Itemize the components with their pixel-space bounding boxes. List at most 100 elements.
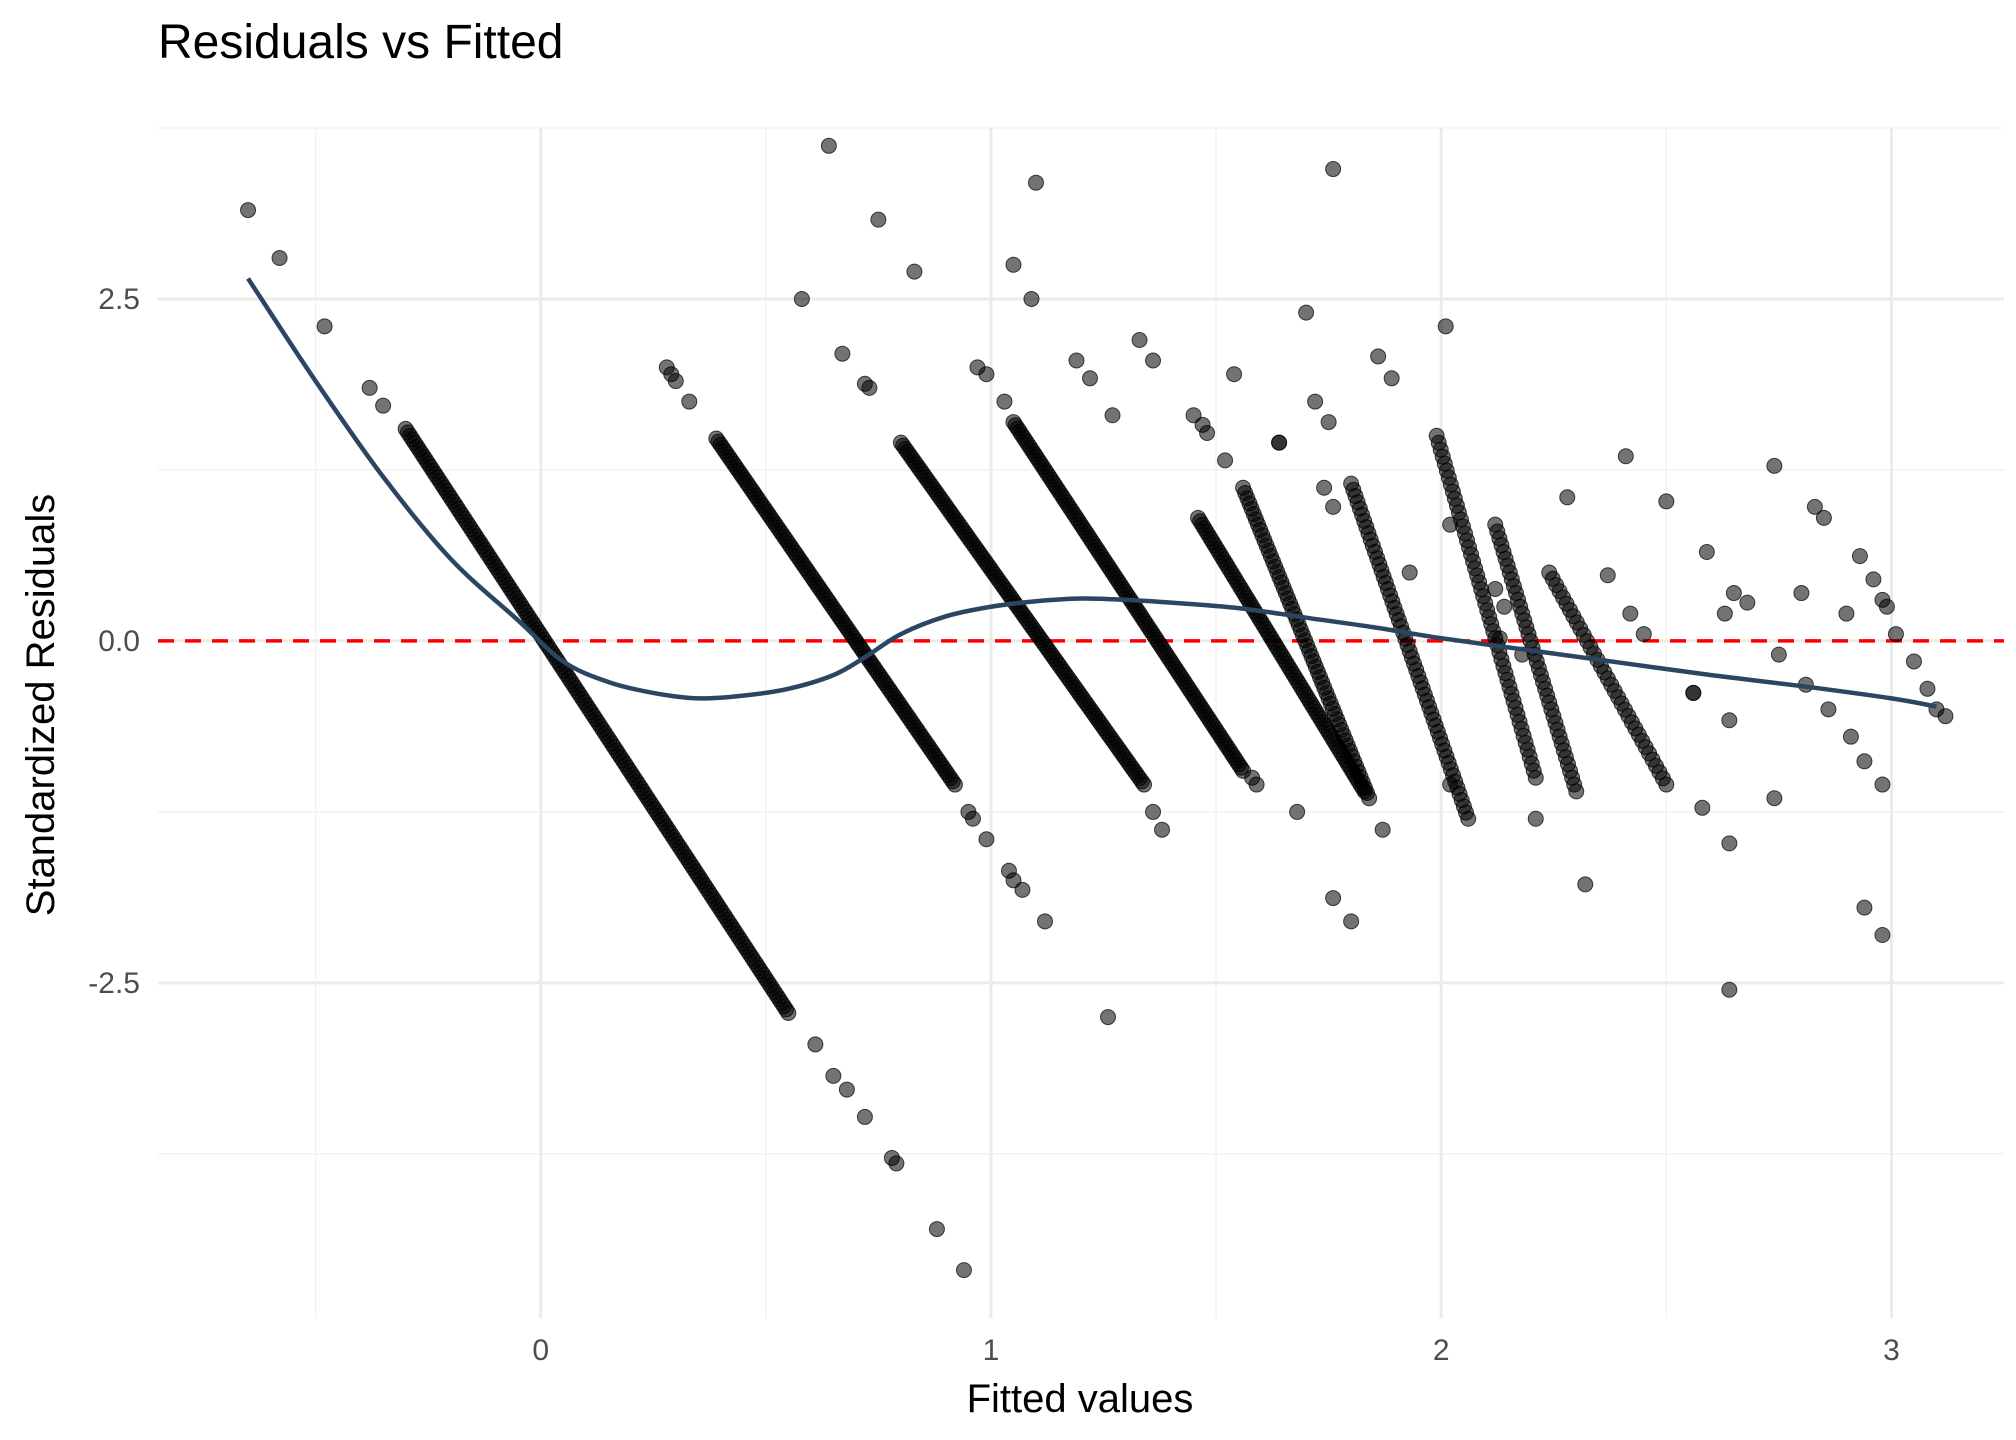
x-tick-label: 2 bbox=[1433, 1334, 1450, 1367]
residual-point bbox=[1622, 605, 1639, 622]
x-axis-ticks: 0 1 2 3 bbox=[532, 1334, 1899, 1367]
residual-point bbox=[1815, 509, 1832, 526]
residual-point bbox=[1383, 370, 1400, 387]
residual-point bbox=[1739, 594, 1756, 611]
residual-point bbox=[1082, 370, 1099, 387]
smooth-trend-line bbox=[246, 277, 1937, 709]
residual-point bbox=[1437, 318, 1454, 335]
residual-point bbox=[1527, 769, 1544, 786]
residual-point bbox=[1036, 913, 1053, 930]
residual-point bbox=[240, 202, 257, 219]
residual-point bbox=[1325, 890, 1342, 907]
residual-point bbox=[1271, 434, 1288, 451]
residual-point bbox=[667, 373, 684, 390]
residual-point bbox=[1851, 548, 1868, 565]
residual-point bbox=[1568, 783, 1585, 800]
residual-point bbox=[1658, 493, 1675, 510]
residual-point bbox=[1559, 489, 1576, 506]
residual-point bbox=[271, 249, 288, 266]
residual-point bbox=[1217, 452, 1234, 469]
residual-point bbox=[861, 379, 878, 396]
residual-point bbox=[1793, 585, 1810, 602]
x-tick-label: 0 bbox=[532, 1334, 549, 1367]
x-tick-label: 1 bbox=[983, 1334, 1000, 1367]
residual-point bbox=[1487, 580, 1504, 597]
x-axis-title: Fitted values bbox=[967, 1377, 1194, 1421]
residual-point bbox=[1316, 479, 1333, 496]
residual-point bbox=[1820, 701, 1837, 718]
residual-point bbox=[1248, 776, 1265, 793]
residual-point bbox=[856, 1108, 873, 1125]
residual-point bbox=[1694, 799, 1711, 816]
residual-point bbox=[780, 1004, 797, 1021]
residual-point bbox=[1716, 605, 1733, 622]
residual-point bbox=[820, 137, 837, 154]
residual-point bbox=[1401, 564, 1418, 581]
residual-point bbox=[1068, 352, 1085, 369]
residual-point bbox=[1527, 810, 1544, 827]
residual-point bbox=[1842, 728, 1859, 745]
residual-point bbox=[1865, 571, 1882, 588]
residual-point bbox=[1937, 708, 1954, 725]
residual-point bbox=[1199, 425, 1216, 442]
residual-point bbox=[1145, 803, 1162, 820]
residual-point bbox=[1725, 585, 1742, 602]
residual-point bbox=[807, 1036, 824, 1053]
residual-point bbox=[906, 263, 923, 280]
residual-point bbox=[1698, 544, 1715, 561]
residual-point bbox=[375, 397, 392, 414]
residual-point bbox=[1136, 776, 1153, 793]
chart-title: Residuals vs Fitted bbox=[158, 16, 564, 69]
residual-point bbox=[1806, 498, 1823, 515]
residual-point bbox=[1460, 810, 1477, 827]
y-axis-ticks: -2.5 0.0 2.5 bbox=[88, 283, 140, 1000]
residual-point bbox=[1838, 605, 1855, 622]
residual-point bbox=[1919, 680, 1936, 697]
residual-point bbox=[1100, 1009, 1117, 1026]
residual-point bbox=[1145, 352, 1162, 369]
residual-point bbox=[361, 379, 378, 396]
residual-point bbox=[1874, 776, 1891, 793]
residual-point bbox=[1325, 161, 1342, 178]
residual-point bbox=[834, 345, 851, 362]
residual-point bbox=[1685, 684, 1702, 701]
residual-point bbox=[1856, 753, 1873, 770]
residual-point bbox=[1442, 776, 1459, 793]
residual-point bbox=[1014, 881, 1031, 898]
residual-point bbox=[1856, 899, 1873, 916]
residual-point bbox=[1496, 598, 1513, 615]
y-tick-label: -2.5 bbox=[88, 967, 140, 1000]
residual-point bbox=[316, 318, 333, 335]
residual-point bbox=[1343, 913, 1360, 930]
residual-point bbox=[1770, 646, 1787, 663]
residual-point bbox=[1325, 498, 1342, 515]
residual-point bbox=[928, 1221, 945, 1238]
residual-point bbox=[870, 211, 887, 228]
residual-point bbox=[1226, 366, 1243, 383]
residual-point bbox=[1878, 598, 1895, 615]
x-tick-label: 3 bbox=[1883, 1334, 1900, 1367]
residual-point bbox=[825, 1067, 842, 1084]
residual-point bbox=[1635, 626, 1652, 643]
residual-point bbox=[888, 1155, 905, 1172]
residual-point bbox=[1131, 332, 1148, 349]
residual-point bbox=[838, 1081, 855, 1098]
residual-point bbox=[1617, 448, 1634, 465]
residual-point bbox=[1721, 835, 1738, 852]
residual-point bbox=[1766, 457, 1783, 474]
residual-point bbox=[1320, 414, 1337, 431]
residual-point bbox=[1658, 776, 1675, 793]
residual-point bbox=[1721, 981, 1738, 998]
residual-point bbox=[1721, 712, 1738, 729]
residual-point bbox=[955, 1262, 972, 1279]
residual-point bbox=[1104, 407, 1121, 424]
residual-point bbox=[1874, 927, 1891, 944]
residual-point bbox=[1887, 626, 1904, 643]
residual-point bbox=[1023, 290, 1040, 307]
y-tick-label: 2.5 bbox=[98, 283, 140, 316]
residual-points bbox=[240, 137, 1954, 1279]
residual-point bbox=[1154, 821, 1171, 838]
residual-point bbox=[1307, 393, 1324, 410]
y-tick-label: 0.0 bbox=[98, 625, 140, 658]
